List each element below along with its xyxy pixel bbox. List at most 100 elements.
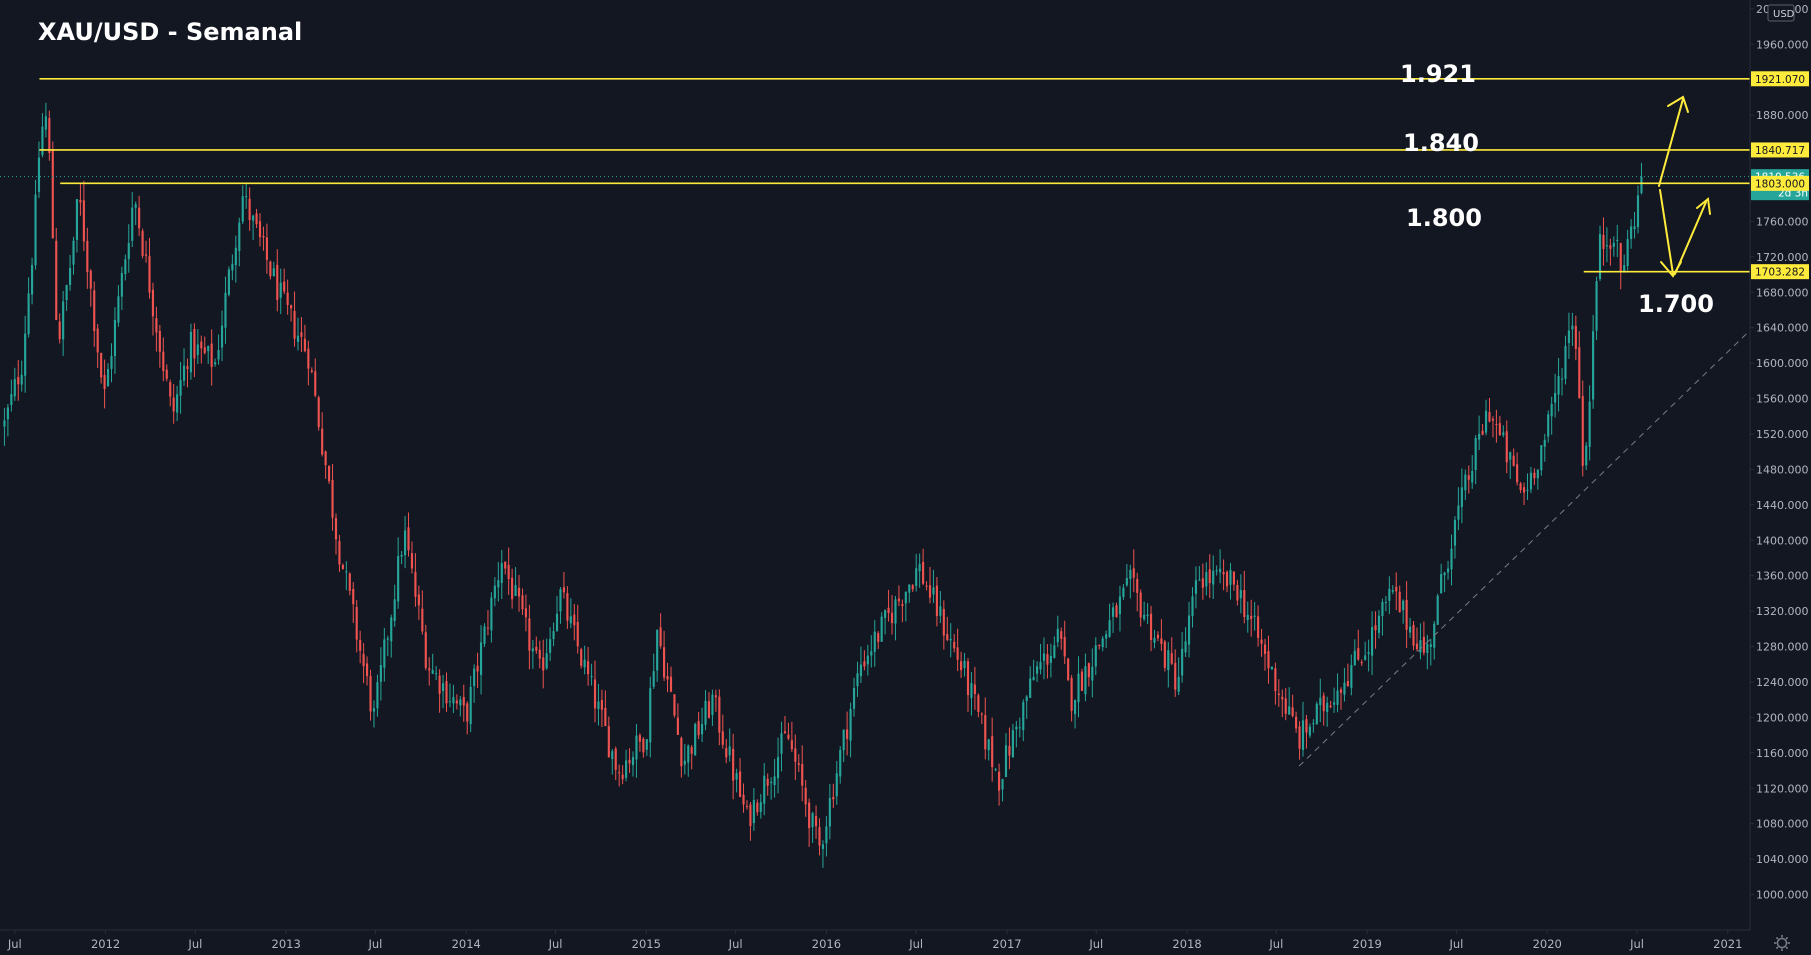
- candle-body: [566, 593, 569, 621]
- candle-body: [504, 561, 507, 569]
- candle-body: [1557, 375, 1560, 395]
- candle-body: [1136, 578, 1139, 593]
- candle-body: [766, 778, 769, 786]
- candle-body: [1360, 661, 1363, 664]
- candle-body: [1084, 666, 1087, 695]
- candle-body: [1481, 430, 1484, 435]
- candle-body: [400, 555, 403, 557]
- candle-body: [1495, 423, 1498, 425]
- candle-body: [1536, 469, 1539, 479]
- candle-body: [735, 773, 738, 780]
- candle-body: [410, 553, 414, 569]
- currency-badge: USD: [1767, 4, 1795, 22]
- candle-body: [124, 259, 127, 274]
- price-badge-label: 1921.070: [1755, 74, 1805, 86]
- candle-body: [1312, 723, 1315, 725]
- candle-body: [352, 588, 355, 605]
- candle-body: [1339, 689, 1343, 693]
- candle-body: [238, 222, 241, 252]
- candle-body: [113, 319, 117, 356]
- candle-body: [307, 348, 310, 369]
- candle-body: [707, 701, 711, 718]
- candle-body: [483, 626, 486, 644]
- candle-body: [524, 608, 528, 618]
- candle-body: [1333, 702, 1336, 705]
- price-tick-label: 1560.000: [1756, 393, 1809, 406]
- candle-body: [1384, 602, 1387, 604]
- candle-body: [338, 540, 341, 565]
- candle-body: [514, 585, 517, 596]
- time-axis[interactable]: Jul 2012 Jul 2013 Jul 2014 Jul 2015 Jul 2016 Jul 20…: [7, 930, 1743, 951]
- candle-body: [808, 802, 811, 828]
- candle-body: [856, 673, 859, 687]
- candle-body: [1215, 570, 1218, 572]
- candle-body: [870, 651, 873, 656]
- candle-body: [93, 290, 96, 332]
- candle-body: [276, 264, 279, 300]
- candle-body: [286, 292, 289, 305]
- candle-body: [1564, 346, 1567, 379]
- candle-body: [880, 616, 883, 642]
- candle-body: [231, 263, 234, 271]
- candle-body: [666, 675, 669, 680]
- candle-body: [821, 844, 825, 849]
- price-tick-label: 1200.000: [1756, 711, 1809, 724]
- candle-body: [169, 382, 172, 397]
- candle-body: [255, 213, 258, 225]
- candle-body: [1319, 697, 1322, 706]
- candle-body: [1474, 438, 1477, 471]
- candle-body: [96, 328, 99, 353]
- candle-body: [10, 394, 13, 406]
- candle-body: [1429, 644, 1432, 647]
- candle-body: [887, 607, 890, 614]
- settings-gear-icon[interactable]: [1774, 935, 1790, 951]
- candle-body: [1519, 483, 1522, 490]
- candle-body: [1205, 572, 1208, 587]
- candle-body: [507, 565, 510, 580]
- trend-line[interactable]: [1298, 330, 1751, 767]
- candle-body: [131, 207, 134, 241]
- candle-body: [203, 347, 206, 353]
- candle-body: [331, 479, 334, 518]
- candle-body: [1281, 696, 1284, 700]
- level-label-1840: 1.840: [1403, 129, 1479, 157]
- candle-body: [317, 397, 320, 428]
- candle-body: [151, 289, 155, 317]
- candle-body: [828, 797, 831, 827]
- candle-body: [386, 638, 389, 640]
- price-badge-label: 1840.717: [1755, 145, 1805, 157]
- candle-body: [1250, 615, 1253, 620]
- candle-body: [179, 380, 182, 396]
- candle-body: [1070, 678, 1073, 711]
- candle-body: [953, 641, 956, 649]
- candle-body: [1346, 680, 1349, 687]
- candle-body: [79, 199, 82, 203]
- candle-body: [1371, 627, 1374, 656]
- candle-body: [1018, 727, 1021, 729]
- candle-body: [749, 804, 752, 827]
- candle-body: [272, 268, 275, 277]
- price-tick-label: 1080.000: [1756, 818, 1809, 831]
- candle-body: [1405, 599, 1408, 630]
- candle-body: [866, 655, 869, 665]
- candle-body: [324, 451, 327, 466]
- candle-body: [65, 285, 68, 301]
- candle-body: [303, 338, 306, 352]
- candle-body: [531, 648, 534, 652]
- candle-body: [1391, 590, 1394, 592]
- candle-body: [1122, 587, 1125, 597]
- candle-body: [469, 686, 472, 725]
- candle-body: [328, 465, 331, 482]
- candle-body: [625, 760, 628, 778]
- candle-body: [1598, 234, 1602, 280]
- candle-body: [200, 341, 203, 349]
- candle-body: [1295, 716, 1298, 729]
- candle-body: [963, 660, 966, 669]
- candle-body: [1187, 615, 1191, 645]
- candle-body: [158, 330, 161, 352]
- candle-body: [725, 748, 728, 758]
- candle-body: [704, 700, 707, 725]
- candle-body: [376, 682, 379, 709]
- candle-body: [669, 676, 673, 692]
